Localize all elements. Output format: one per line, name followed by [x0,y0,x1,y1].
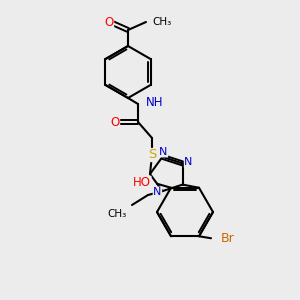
Text: CH₃: CH₃ [108,209,127,219]
Text: Br: Br [221,232,235,245]
Text: O: O [110,116,120,128]
Text: N: N [184,158,193,167]
Text: N: N [153,187,162,197]
Text: S: S [148,148,156,161]
Text: O: O [104,16,114,28]
Text: HO: HO [133,176,151,189]
Text: N: N [159,147,168,157]
Text: CH₃: CH₃ [152,17,171,27]
Text: NH: NH [146,97,164,110]
